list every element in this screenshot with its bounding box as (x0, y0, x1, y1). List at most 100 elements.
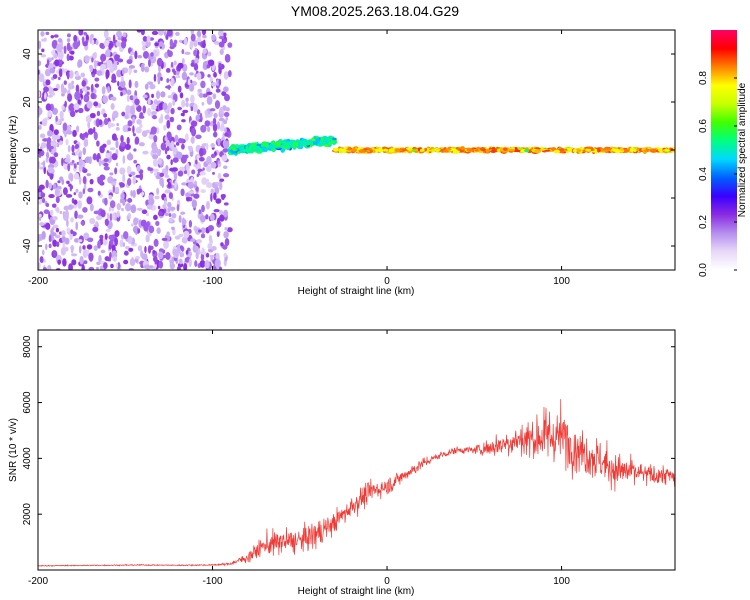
heatmap-cell (181, 71, 188, 81)
heatmap-cell (285, 143, 289, 149)
heatmap-cell (67, 93, 73, 102)
heatmap-cell (620, 147, 624, 152)
heatmap-cell (188, 258, 192, 268)
heatmap-cell (93, 126, 96, 134)
heatmap-cell (71, 80, 75, 85)
colorbar-tick-label: 0.4 (698, 167, 709, 181)
heatmap-cell (171, 226, 175, 231)
heatmap-cell (167, 50, 173, 58)
heatmap-cell (71, 144, 75, 153)
heatmap-cell (63, 205, 70, 211)
heatmap-cell (171, 212, 177, 219)
heatmap-cell (111, 133, 117, 141)
heatmap-cell (163, 200, 168, 207)
heatmap-cell (86, 91, 90, 96)
heatmap-cell (199, 171, 206, 176)
heatmap-cell (77, 214, 84, 219)
heatmap-cell (622, 148, 630, 153)
heatmap-cell (175, 251, 179, 259)
heatmap-cell (102, 95, 109, 104)
heatmap-cell (330, 140, 334, 143)
heatmap-cell (291, 143, 299, 148)
heatmap-cell (202, 93, 208, 98)
heatmap-cell (172, 157, 179, 163)
heatmap-cell (142, 35, 148, 42)
heatmap-cell (96, 110, 101, 117)
heatmap-cell (210, 193, 213, 202)
heatmap-cell (199, 112, 203, 120)
heatmap-cell (405, 147, 411, 150)
heatmap-cell (111, 153, 118, 161)
heatmap-cell (206, 64, 211, 69)
heatmap-cell (46, 59, 50, 67)
heatmap-cell (227, 70, 232, 78)
heatmap-cell (419, 148, 425, 152)
snr-y-tick-label: 2000 (22, 503, 33, 526)
heatmap-cell (222, 38, 227, 43)
heatmap-cell (222, 244, 228, 250)
heatmap-cell (160, 113, 164, 123)
heatmap-cell (115, 162, 119, 167)
heatmap-cell (100, 61, 104, 65)
heatmap-cell (190, 127, 197, 137)
heatmap-cell (69, 110, 76, 118)
heatmap-cell (181, 236, 188, 244)
heatmap-cell (602, 148, 610, 151)
heatmap-cell (157, 30, 164, 36)
heatmap-cell (133, 217, 139, 226)
heatmap-cell (176, 124, 182, 131)
heatmap-cell (170, 140, 175, 150)
heatmap-cell (139, 171, 144, 181)
heatmap-cell (147, 167, 154, 171)
heatmap-cell (153, 99, 158, 106)
heatmap-cell (173, 39, 178, 45)
heatmap-cell (75, 188, 79, 193)
spectrogram-y-tick-label: 40 (22, 48, 33, 60)
heatmap-cell (223, 173, 230, 178)
heatmap-cell (160, 91, 166, 98)
heatmap-cell (663, 149, 670, 152)
heatmap-cell (154, 42, 160, 47)
heatmap-cell (49, 156, 56, 164)
heatmap-cell (38, 233, 41, 243)
heatmap-cell (140, 250, 144, 258)
heatmap-cell (129, 95, 134, 101)
heatmap-cell (199, 215, 206, 223)
heatmap-cell (286, 141, 293, 146)
heatmap-cell (158, 65, 161, 73)
heatmap-cell (218, 78, 222, 86)
heatmap-cell (153, 172, 158, 177)
heatmap-cell (502, 147, 508, 151)
heatmap-cell (164, 136, 168, 142)
heatmap-cell (86, 100, 93, 109)
colorbar-label: Normalized spectral amplitude (737, 82, 748, 217)
heatmap-cell (144, 83, 149, 90)
heatmap-cell (159, 172, 165, 178)
heatmap-cell (209, 108, 216, 112)
heatmap-cell (56, 43, 63, 53)
heatmap-cell (199, 259, 206, 268)
heatmap-cell (212, 123, 218, 132)
heatmap-cell (109, 147, 116, 151)
heatmap-cell (187, 78, 191, 86)
heatmap-cell (67, 145, 71, 153)
spectrogram-y-ticks: -40 -20 0 20 40 (22, 48, 675, 253)
heatmap-cell (184, 133, 189, 142)
heatmap-cell (427, 149, 434, 152)
heatmap-cell (153, 50, 158, 58)
heatmap-cell (126, 59, 133, 65)
heatmap-cell (162, 168, 166, 175)
heatmap-cell (204, 120, 211, 127)
heatmap-cell (134, 50, 138, 60)
heatmap-cell (76, 125, 80, 133)
snr-frame (37, 329, 676, 571)
heatmap-cell (179, 251, 185, 258)
heatmap-cell (199, 147, 204, 157)
heatmap-cell (188, 190, 195, 194)
heatmap-cell (142, 45, 146, 51)
heatmap-cell (153, 73, 157, 82)
heatmap-cell (176, 204, 180, 212)
heatmap-cell (214, 186, 220, 195)
heatmap-cell (165, 251, 171, 260)
heatmap-cell (193, 49, 198, 57)
